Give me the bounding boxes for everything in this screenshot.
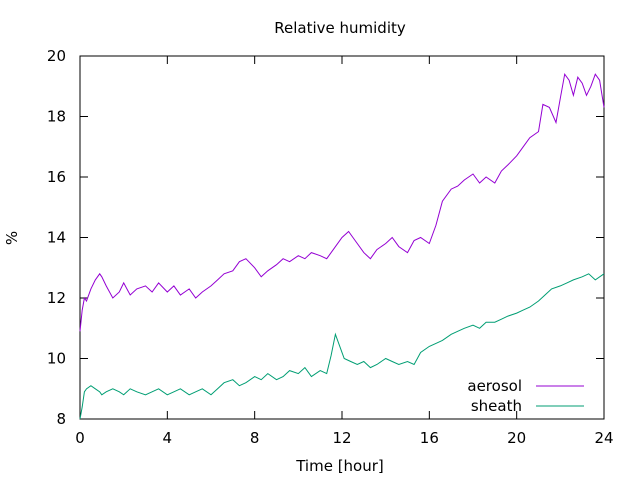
y-tick-label: 8: [56, 410, 66, 428]
x-tick-label: 0: [75, 429, 85, 447]
x-tick-label: 20: [507, 429, 526, 447]
y-tick-label: 10: [47, 350, 66, 368]
y-tick-label: 20: [47, 47, 66, 65]
legend: aerosol sheath: [467, 377, 584, 415]
x-tick-label: 12: [332, 429, 351, 447]
legend-label-sheath: sheath: [471, 397, 522, 415]
y-axis-label: %: [3, 231, 21, 245]
x-axis-label: Time [hour]: [295, 457, 384, 475]
x-tick-label: 8: [250, 429, 260, 447]
series-line-sheath: [79, 273, 605, 420]
x-tick-label: 24: [594, 429, 613, 447]
y-tick-label: 16: [47, 168, 66, 186]
plot-area: 0 4 8 12 16 20 24 8 10 12 14 16 18 20: [47, 47, 614, 447]
series-group: [79, 72, 605, 420]
y-tick-label: 12: [47, 289, 66, 307]
x-tick-label: 16: [420, 429, 439, 447]
y-tick-label: 14: [47, 229, 66, 247]
chart-title: Relative humidity: [274, 19, 406, 37]
y-tick-label: 18: [47, 108, 66, 126]
x-tick-label: 4: [163, 429, 173, 447]
series-line-aerosol: [79, 72, 605, 332]
legend-label-aerosol: aerosol: [467, 377, 522, 395]
